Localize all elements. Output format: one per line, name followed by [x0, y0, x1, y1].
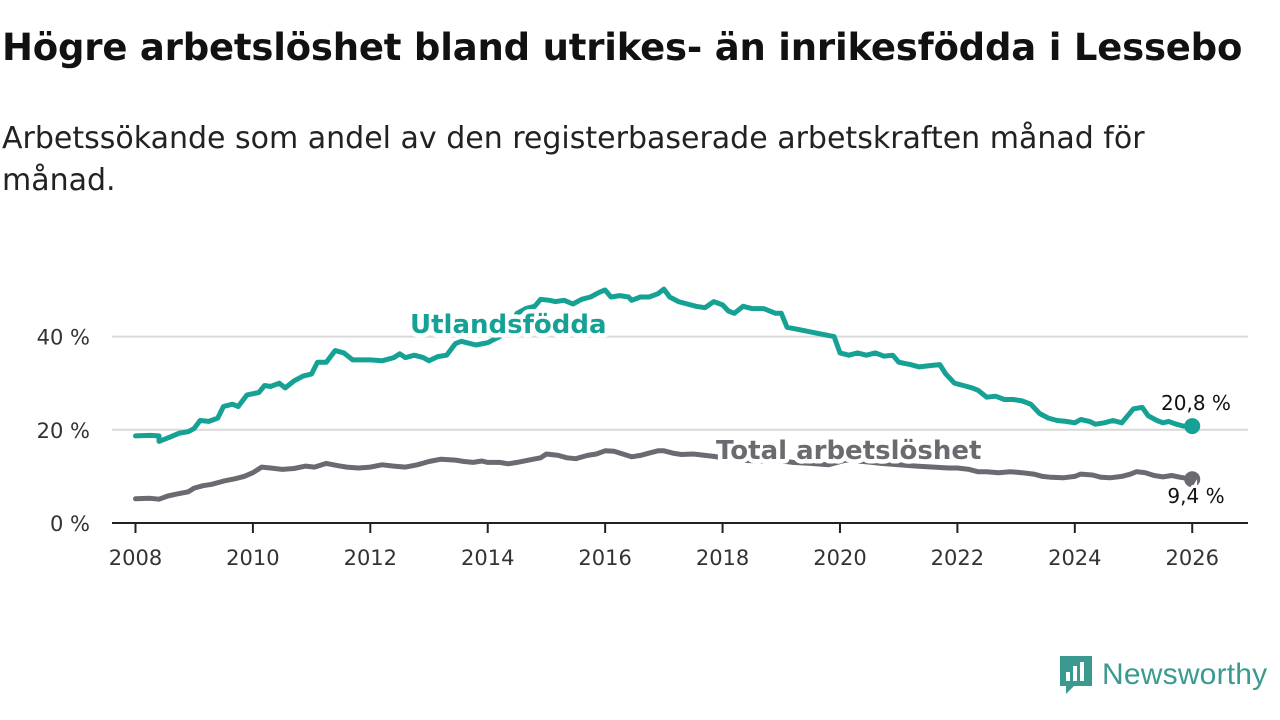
x-tick-label: 2008 — [109, 546, 162, 570]
end-value-label: 9,4 % — [1167, 484, 1224, 508]
x-tick-label: 2012 — [344, 546, 397, 570]
x-tick-label: 2026 — [1166, 546, 1219, 570]
series-end-marker — [1184, 471, 1201, 488]
y-axis: 0 % 20 % 40 % — [37, 326, 90, 536]
x-tick-label: 2022 — [931, 546, 984, 570]
brand-name: Newsworthy — [1102, 658, 1268, 691]
series-end-marker — [1184, 418, 1201, 435]
series-name-label: Total arbetslöshet — [716, 436, 981, 466]
x-tick-label: 2020 — [813, 546, 866, 570]
series-line-total — [133, 448, 1195, 502]
y-tick-label: 40 % — [37, 326, 90, 350]
series-labels: Utlandsfödda Total arbetslöshet 20,8 % 9,4 … — [406, 306, 1234, 512]
x-tick-label: 2014 — [461, 546, 514, 570]
series-line-utlandsfodda — [133, 286, 1195, 444]
series-name-label: Utlandsfödda — [410, 310, 607, 340]
x-tick-label: 2016 — [578, 546, 631, 570]
gridlines — [112, 335, 1248, 431]
chart-subtitle: Arbetssökande som andel av den registerb… — [2, 121, 1145, 198]
newsworthy-logo-icon — [1060, 656, 1092, 694]
x-tick-label: 2010 — [226, 546, 279, 570]
end-value-label: 20,8 % — [1161, 391, 1231, 415]
chart-title: Högre arbetslöshet bland utrikes- än inr… — [2, 26, 1243, 69]
x-axis: 2008 2010 2012 2014 2016 2018 2020 2022 2024 2026 — [109, 522, 1248, 570]
series-lines — [133, 286, 1201, 502]
y-tick-label: 20 % — [37, 419, 90, 443]
x-tick-label: 2018 — [696, 546, 749, 570]
x-tick-label: 2024 — [1048, 546, 1101, 570]
newsworthy-logo: Newsworthy — [1058, 654, 1267, 696]
y-tick-label: 0 % — [50, 512, 90, 536]
